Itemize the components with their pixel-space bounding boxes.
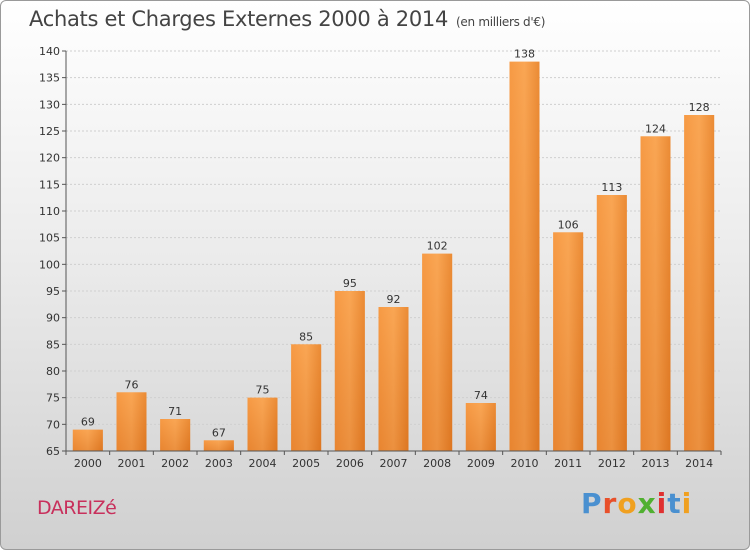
bar-shine [640, 136, 671, 452]
x-tick-label: 2005 [292, 457, 320, 470]
bar-shine [291, 344, 322, 451]
bar-shine [465, 403, 496, 451]
bar-value-label: 71 [168, 405, 182, 418]
bar-shine [247, 397, 278, 451]
y-tick-label: 125 [39, 125, 60, 138]
bar-shine [160, 419, 191, 451]
bar-shine [72, 429, 103, 451]
logo-letter: i [681, 487, 693, 520]
y-tick-label: 85 [46, 338, 60, 351]
bar-value-label: 92 [387, 293, 401, 306]
bar-value-label: 95 [343, 277, 357, 290]
bar-value-label: 138 [514, 48, 535, 61]
bars: 69 76 71 67 75 85 95 92 102 74 138 106 113 124 128 [72, 48, 715, 452]
x-tick-label: 2004 [249, 457, 277, 470]
y-tick-label: 70 [46, 418, 60, 431]
x-tick-label: 2000 [74, 457, 102, 470]
proxiti-logo: Proxiti [581, 487, 692, 520]
x-tick-label: 2012 [598, 457, 626, 470]
x-tick-label: 2008 [423, 457, 451, 470]
x-tick-label: 2002 [161, 457, 189, 470]
x-tick-label: 2003 [205, 457, 233, 470]
bar-value-label: 75 [256, 384, 270, 397]
y-tick-label: 130 [39, 98, 60, 111]
chart-subtitle: (en milliers d'€) [456, 15, 546, 29]
bar-value-label: 102 [427, 240, 448, 253]
x-tick-label: 2013 [642, 457, 670, 470]
y-axis: 65 70 75 80 85 90 95 100 105 110 115 120 125 130 135 14… [39, 45, 67, 458]
bar-shine [116, 392, 147, 451]
bar-value-label: 76 [125, 378, 139, 391]
x-axis: 2000 2001 2002 2003 2004 2005 2006 2007 2008 2009… [65, 450, 722, 470]
bar-shine [422, 253, 453, 451]
logo-letter: r [602, 487, 618, 520]
logo-letter: i [656, 487, 668, 520]
y-tick-label: 80 [46, 365, 60, 378]
bar-shine [378, 307, 409, 451]
x-tick-label: 2006 [336, 457, 364, 470]
bar-value-label: 124 [645, 122, 666, 135]
y-tick-label: 90 [46, 312, 60, 325]
commune-name: DAREIZé [37, 497, 117, 519]
x-tick-label: 2009 [467, 457, 495, 470]
bar-shine [334, 291, 365, 451]
x-tick-label: 2010 [511, 457, 539, 470]
y-tick-label: 140 [39, 45, 60, 58]
bar-shine [684, 115, 715, 451]
x-tick-label: 2007 [380, 457, 408, 470]
x-tick-label: 2011 [554, 457, 582, 470]
y-tick-label: 75 [46, 392, 60, 405]
x-tick-label: 2001 [118, 457, 146, 470]
logo-letter: P [581, 487, 603, 520]
logo-letter: x [637, 487, 657, 520]
bar-shine [553, 232, 584, 451]
y-tick-label: 110 [39, 205, 60, 218]
y-tick-label: 115 [39, 178, 60, 191]
y-tick-label: 135 [39, 72, 60, 85]
bar-shine [509, 61, 540, 452]
bar-value-label: 113 [601, 181, 622, 194]
chart-title: Achats et Charges Externes 2000 à 2014 (e… [29, 7, 545, 31]
bar-value-label: 106 [558, 218, 579, 231]
logo-letter: o [617, 487, 638, 520]
y-tick-label: 95 [46, 285, 60, 298]
bar-value-label: 128 [689, 101, 710, 114]
x-tick-label: 2014 [685, 457, 713, 470]
bar-value-label: 69 [81, 416, 95, 429]
bar-value-label: 74 [474, 389, 488, 402]
bar-value-label: 67 [212, 426, 226, 439]
bar-value-label: 85 [299, 330, 313, 343]
bar-shine [596, 195, 627, 451]
y-tick-label: 105 [39, 232, 60, 245]
y-tick-label: 100 [39, 258, 60, 271]
y-tick-label: 120 [39, 152, 60, 165]
y-tick-label: 65 [46, 445, 60, 458]
logo-letter: t [667, 487, 682, 520]
chart-title-text: Achats et Charges Externes 2000 à 2014 [29, 7, 449, 31]
bar-shine [203, 440, 234, 451]
